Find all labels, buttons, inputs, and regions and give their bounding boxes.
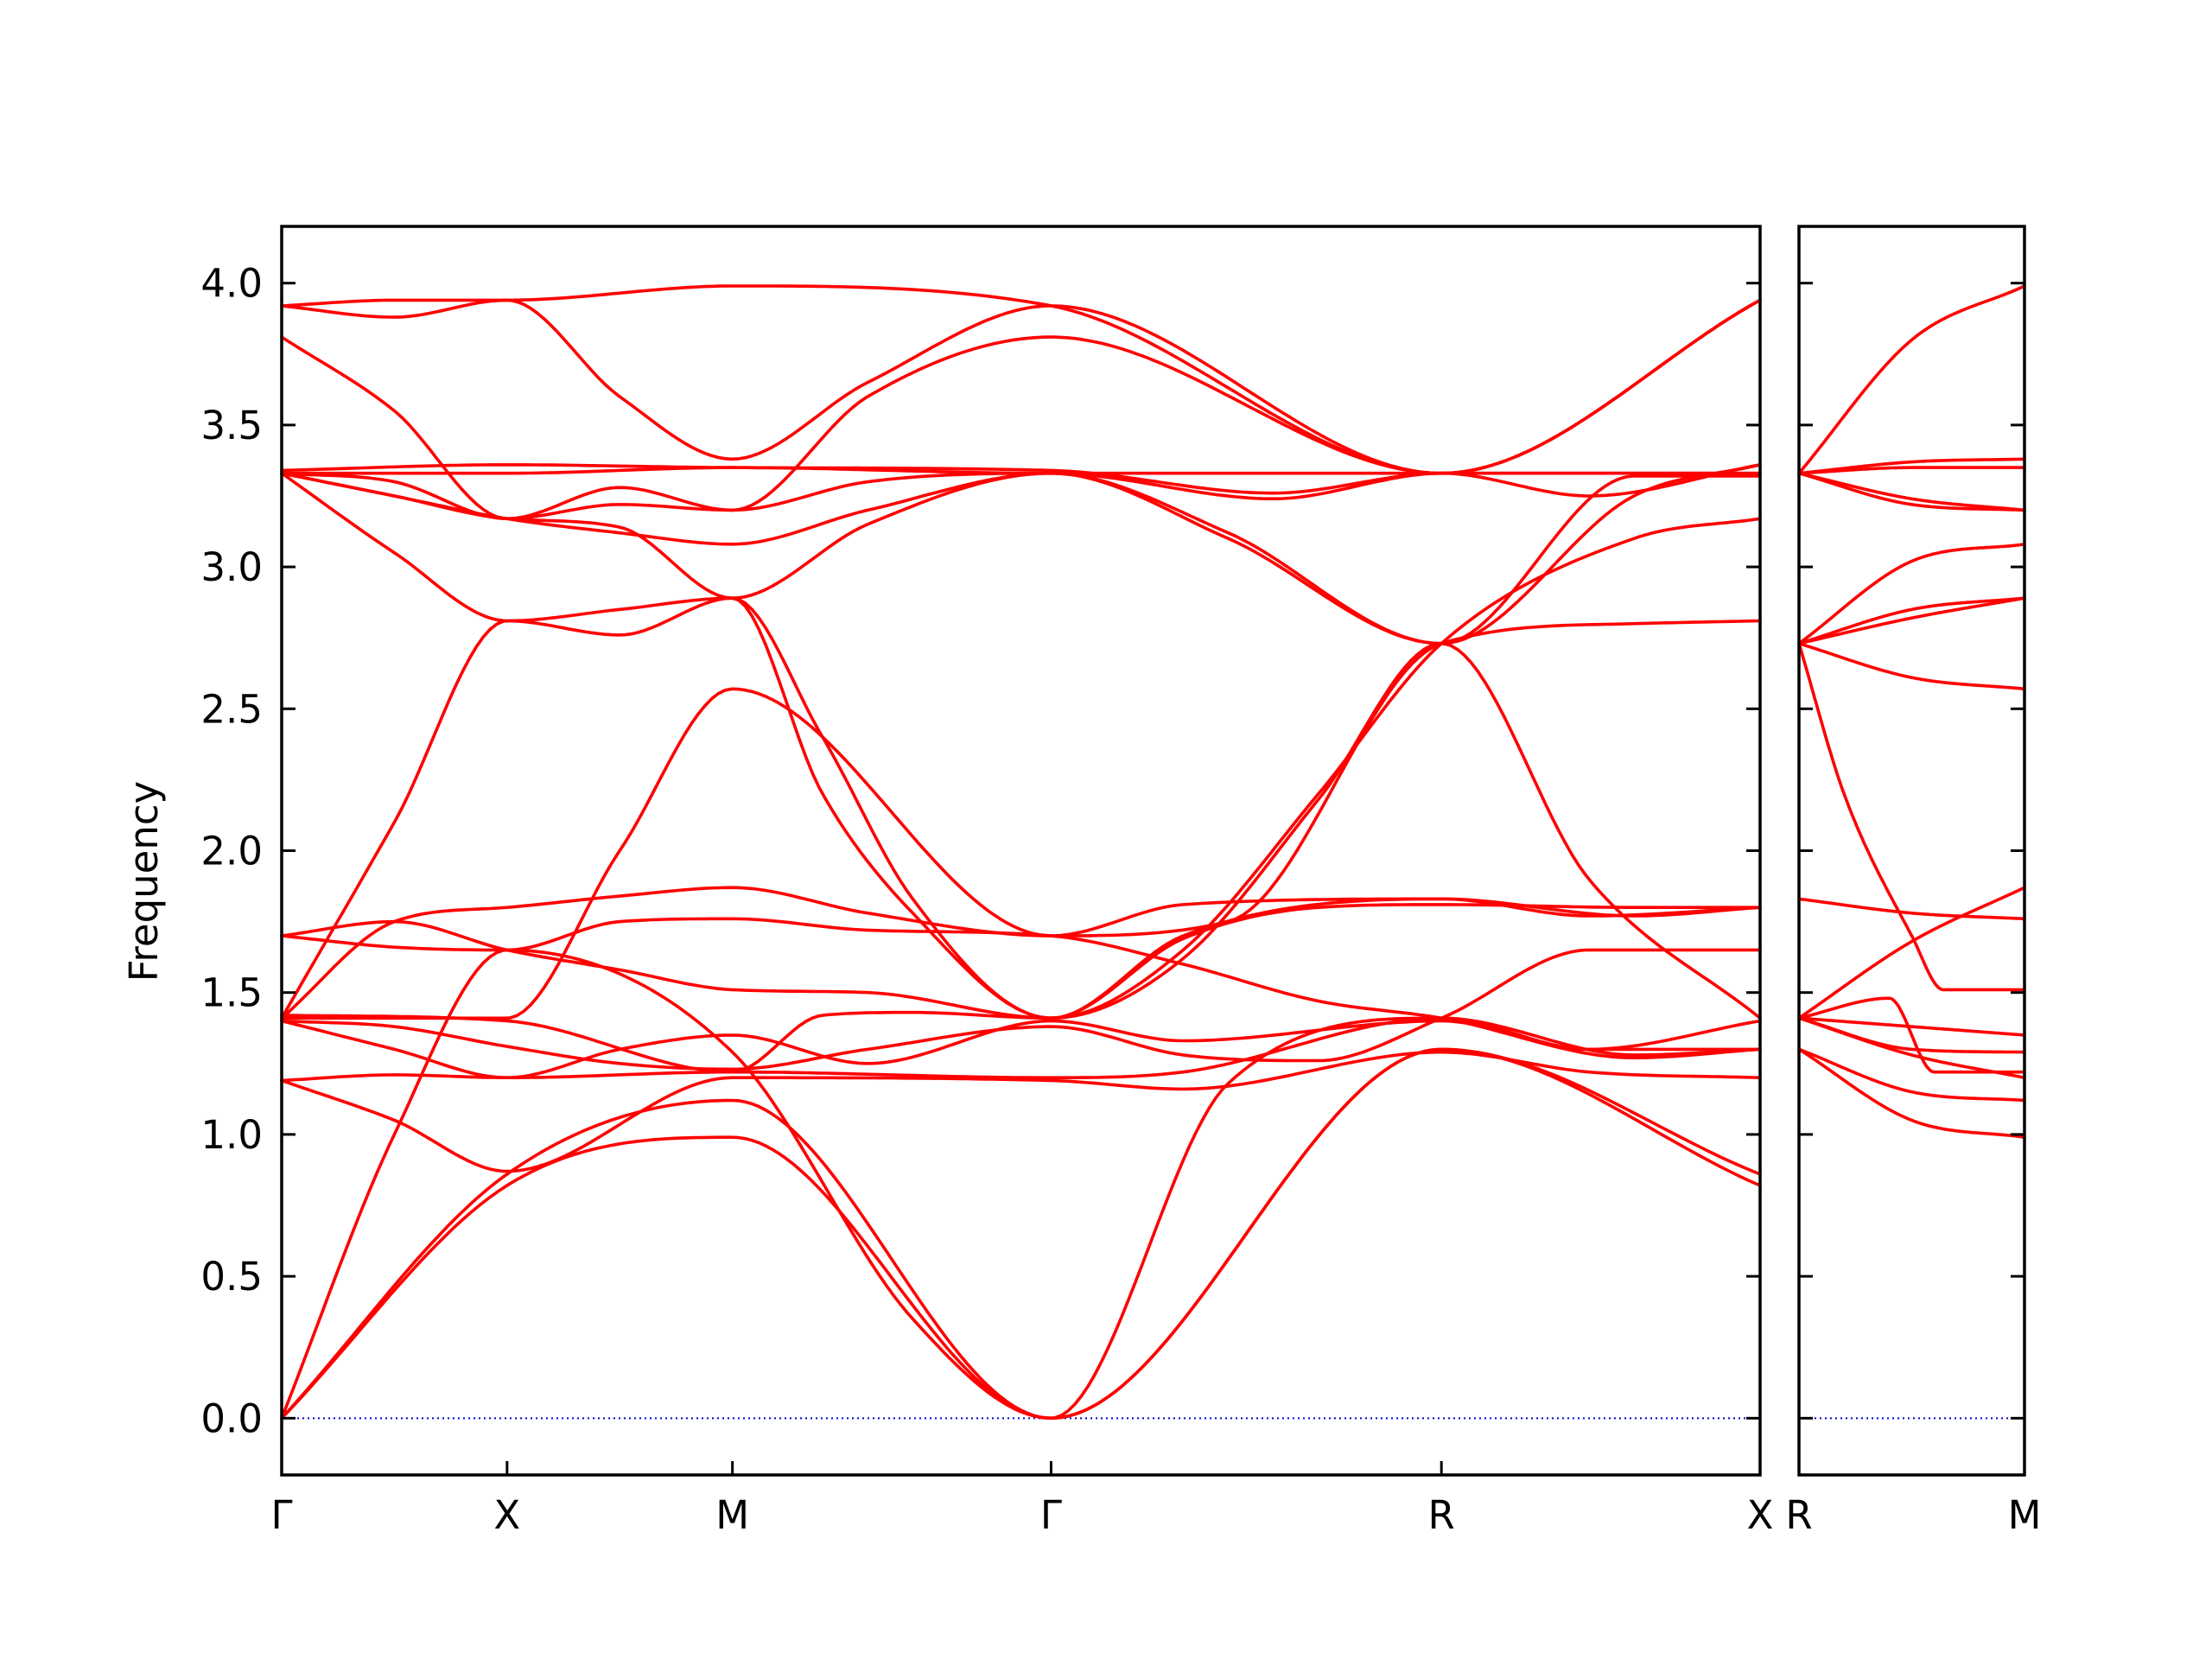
x-tick-label: X xyxy=(1747,1492,1774,1538)
y-tick-label: 2.5 xyxy=(200,686,263,732)
y-tick-label: 4.0 xyxy=(200,261,263,307)
x-tick-label: M xyxy=(2008,1492,2042,1538)
y-tick-label: 1.5 xyxy=(200,970,263,1016)
y-tick-label: 3.0 xyxy=(200,544,263,590)
y-axis-label: Frequency xyxy=(121,781,167,982)
x-tick-label: Γ xyxy=(270,1492,292,1538)
x-tick-label: R xyxy=(1428,1492,1455,1538)
y-tick-label: 3.5 xyxy=(200,403,263,448)
y-tick-label: 0.0 xyxy=(200,1395,263,1441)
x-tick-label: Γ xyxy=(1040,1492,1062,1538)
x-tick-label: X xyxy=(493,1492,520,1538)
x-tick-label: R xyxy=(1785,1492,1812,1538)
y-tick-label: 2.0 xyxy=(200,829,263,874)
y-tick-label: 1.0 xyxy=(200,1112,263,1158)
x-tick-label: M xyxy=(715,1492,749,1538)
y-tick-label: 0.5 xyxy=(200,1254,263,1300)
